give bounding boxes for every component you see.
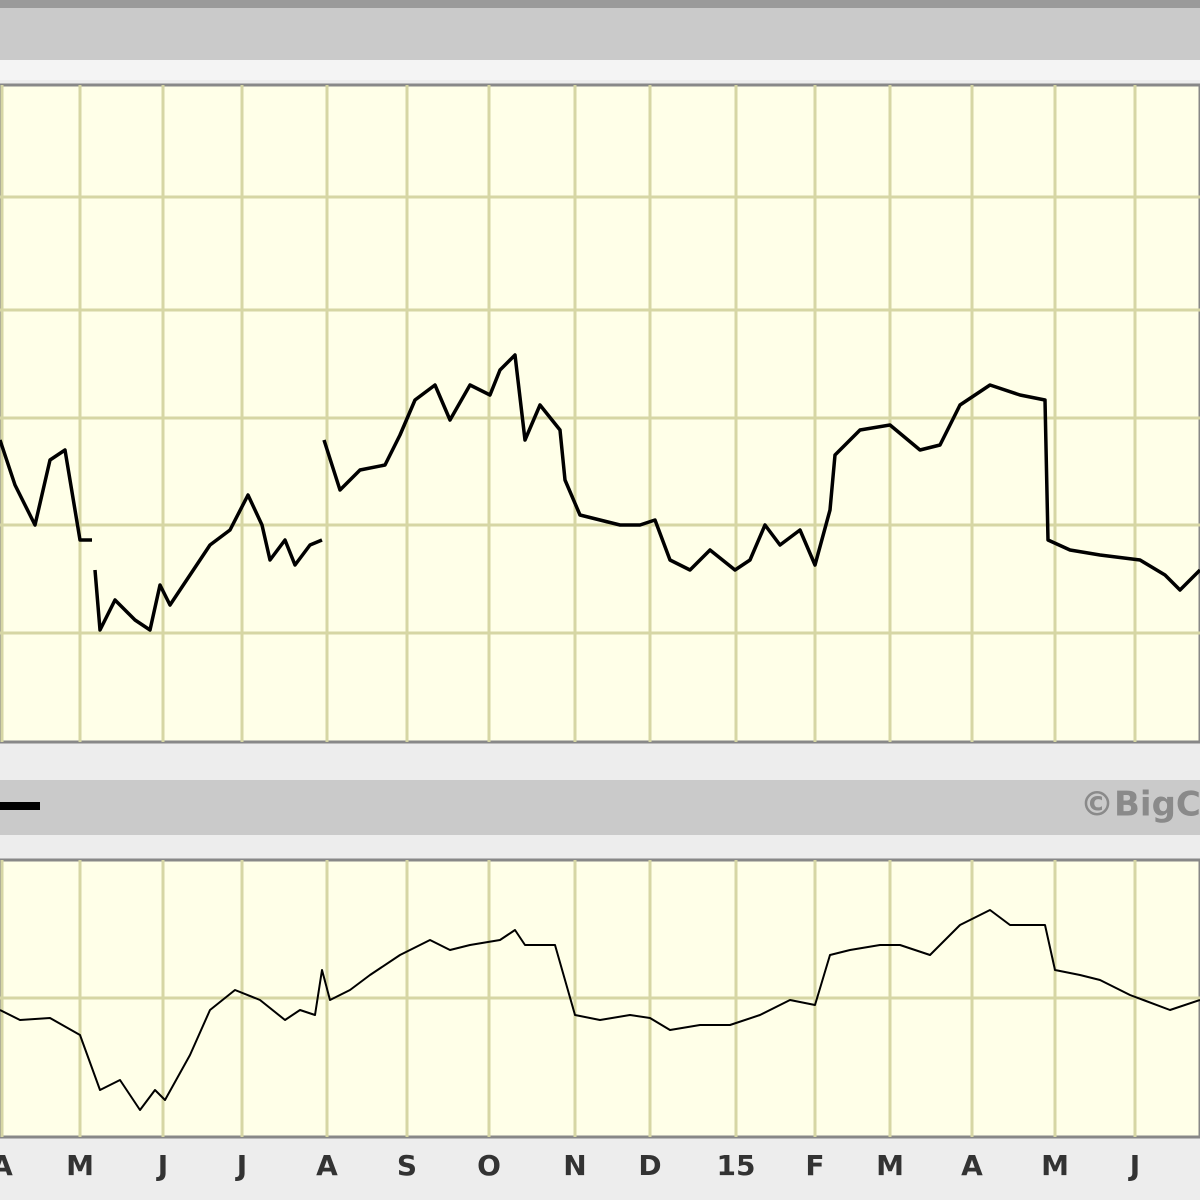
x-tick-label: J [156,1149,168,1182]
x-tick-label: O [477,1149,501,1182]
legend-swatch [0,802,40,810]
x-tick-label: J [1128,1149,1140,1182]
x-tick-label: A [316,1149,338,1182]
price-panel [0,83,1200,744]
x-tick-label: 15 [717,1149,756,1182]
x-tick-label: A [961,1149,983,1182]
x-tick-label: J [235,1149,247,1182]
header-gap [0,60,1200,80]
x-tick-label: M [1041,1149,1069,1182]
indicator-bar [0,780,1200,835]
x-tick-label: S [397,1149,417,1182]
copyright: ©BigC [1080,785,1200,825]
top-border [0,0,1200,8]
x-tick-label: F [805,1149,824,1182]
price-line [0,353,1200,632]
price-line [0,909,1200,1111]
x-tick-label: M [66,1149,94,1182]
x-tick-label: D [638,1149,661,1182]
header-bar [0,8,1200,60]
x-tick-label: N [563,1149,586,1182]
x-tick-label: A [0,1149,13,1182]
x-tick-label: M [876,1149,904,1182]
